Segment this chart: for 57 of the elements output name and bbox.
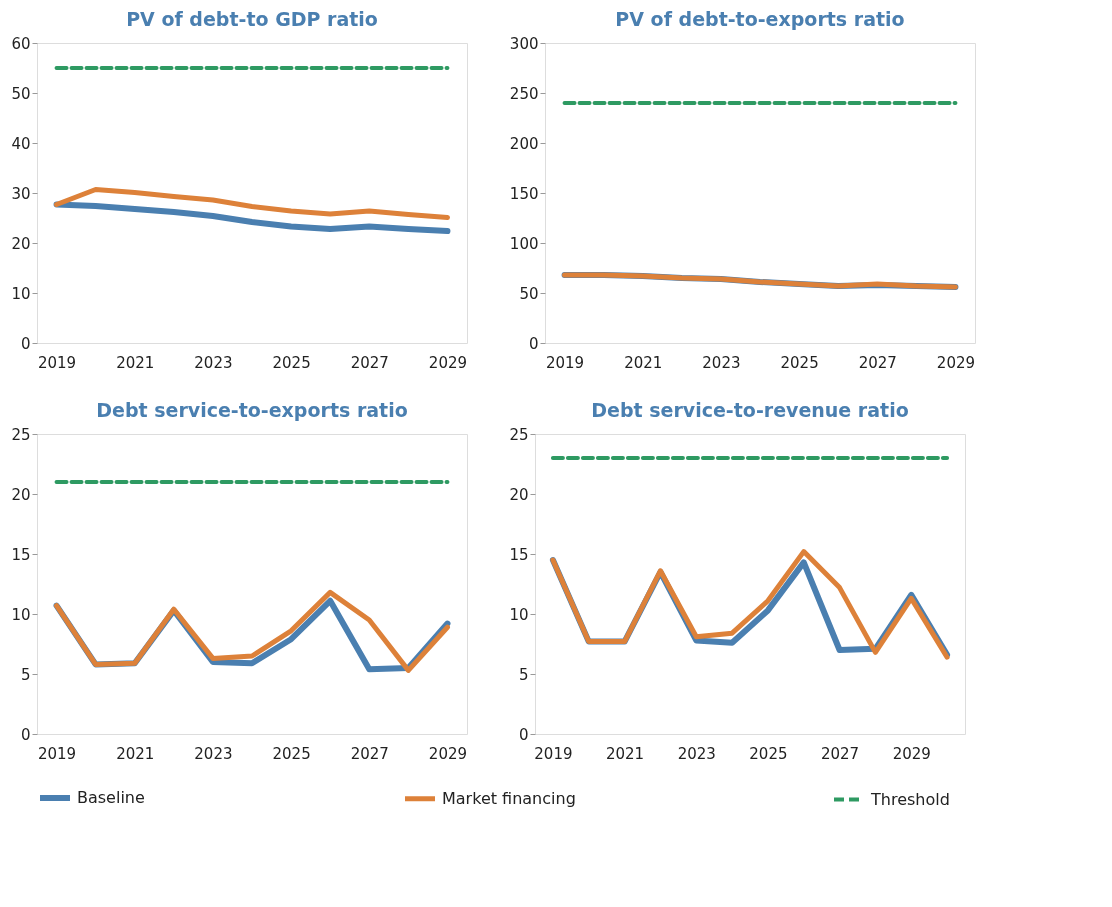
y-tick-label: 300 bbox=[509, 34, 539, 53]
y-tick-label: 250 bbox=[509, 84, 539, 103]
x-tick-label: 2027 bbox=[350, 744, 389, 763]
x-tick-label: 2025 bbox=[272, 744, 311, 763]
legend-label: Baseline bbox=[77, 788, 145, 807]
chart-title: Debt service-to-revenue ratio bbox=[591, 399, 909, 421]
y-tick-label: 100 bbox=[509, 234, 539, 253]
x-tick-label: 2021 bbox=[624, 353, 663, 372]
x-tick-label: 2029 bbox=[936, 353, 976, 372]
y-tick-label: 40 bbox=[11, 134, 31, 153]
x-tick-label: 2029 bbox=[892, 744, 931, 763]
x-tick-label: 2029 bbox=[428, 744, 468, 763]
y-tick-label: 0 bbox=[528, 334, 539, 353]
y-tick-label: 15 bbox=[11, 545, 31, 564]
x-tick-label: 2021 bbox=[116, 353, 155, 372]
y-tick-label: 10 bbox=[509, 605, 529, 624]
y-tick-label: 10 bbox=[11, 605, 31, 624]
x-tick-label: 2023 bbox=[194, 353, 233, 372]
y-tick-label: 25 bbox=[11, 425, 31, 444]
legend-label: Threshold bbox=[870, 789, 950, 809]
y-tick-label: 0 bbox=[20, 725, 31, 744]
y-tick-label: 30 bbox=[11, 184, 31, 203]
x-tick-label: 2029 bbox=[428, 353, 468, 372]
y-tick-label: 60 bbox=[11, 34, 31, 53]
y-tick-label: 5 bbox=[20, 665, 31, 684]
chart-title: PV of debt-to GDP ratio bbox=[126, 8, 378, 30]
y-tick-label: 20 bbox=[11, 234, 31, 253]
y-tick-label: 5 bbox=[518, 665, 529, 684]
x-tick-label: 2025 bbox=[749, 744, 788, 763]
x-tick-label: 2021 bbox=[605, 744, 645, 763]
x-tick-label: 2019 bbox=[545, 353, 585, 372]
y-tick-label: 150 bbox=[509, 184, 539, 203]
x-tick-label: 2021 bbox=[116, 744, 155, 763]
y-tick-label: 15 bbox=[509, 545, 529, 564]
y-tick-label: 0 bbox=[518, 725, 529, 744]
chart-title: Debt service-to-exports ratio bbox=[96, 399, 408, 421]
legend-label: Market financing bbox=[442, 788, 576, 808]
y-tick-label: 20 bbox=[11, 485, 31, 504]
x-tick-label: 2019 bbox=[37, 353, 77, 372]
chart-title: PV of debt-to-exports ratio bbox=[615, 8, 905, 30]
y-tick-label: 0 bbox=[20, 334, 31, 353]
y-tick-label: 20 bbox=[509, 485, 529, 504]
x-tick-label: 2019 bbox=[534, 744, 573, 763]
x-tick-label: 2027 bbox=[820, 744, 860, 763]
y-tick-label: 10 bbox=[11, 284, 31, 303]
x-tick-label: 2023 bbox=[677, 744, 716, 763]
x-tick-label: 2025 bbox=[272, 353, 311, 372]
y-tick-label: 200 bbox=[509, 134, 539, 153]
x-tick-label: 2025 bbox=[780, 353, 819, 372]
x-tick-label: 2023 bbox=[702, 353, 741, 372]
y-tick-label: 50 bbox=[519, 284, 539, 303]
x-tick-label: 2027 bbox=[350, 353, 389, 372]
x-tick-label: 2023 bbox=[194, 744, 233, 763]
x-tick-label: 2027 bbox=[858, 353, 897, 372]
y-tick-label: 25 bbox=[509, 425, 529, 444]
y-tick-label: 50 bbox=[11, 84, 31, 103]
x-tick-label: 2019 bbox=[37, 744, 77, 763]
